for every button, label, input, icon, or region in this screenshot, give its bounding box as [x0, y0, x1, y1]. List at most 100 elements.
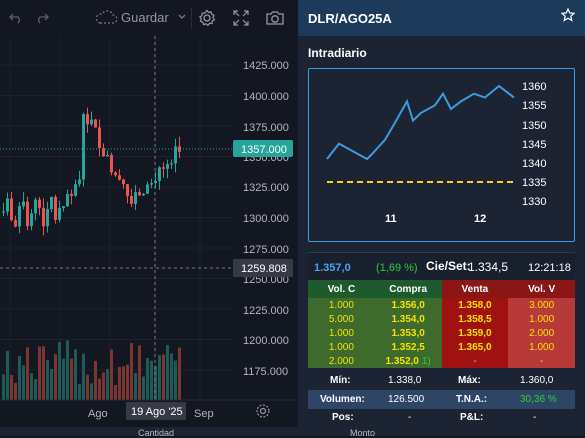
amount-label: Monto — [350, 428, 376, 438]
price-axis-label: 1325.000 — [243, 182, 289, 194]
chevron-down-icon — [178, 14, 186, 19]
price-axis-label: 1300.000 — [243, 213, 289, 225]
volume-bar — [114, 384, 117, 400]
price-chart[interactable]: 1425.000 1400.000 1375.000 1350.000 1325… — [0, 36, 298, 436]
toolbar-divider — [191, 8, 192, 28]
volume-bar — [70, 358, 73, 400]
candle-body — [66, 193, 69, 207]
candle-body — [90, 119, 93, 125]
volume-bar — [122, 366, 125, 400]
intraday-mini-chart[interactable]: 1360 1355 1350 1345 1340 1335 1330 11 12 — [308, 68, 575, 242]
candle-body — [118, 175, 121, 180]
order-entry-bar — [0, 427, 585, 436]
volume-bar — [102, 372, 105, 400]
camera-icon[interactable] — [265, 8, 285, 28]
candle-body — [82, 114, 85, 180]
instrument-panel: DLR/AGO25A Intradiario 1360 1355 1350 13… — [298, 0, 585, 436]
ask-price: 1.358,0 — [441, 298, 509, 312]
volume-bar — [14, 382, 17, 400]
volume-bar — [38, 346, 41, 400]
book-row[interactable]: 5.000 1.354,0 1.358,5 1.000 — [308, 312, 575, 326]
volume-bar — [130, 343, 133, 400]
volume-bar — [54, 354, 57, 400]
expand-icon[interactable] — [231, 8, 251, 28]
volume-bar — [178, 347, 181, 400]
candle-body — [106, 154, 109, 157]
candle-body — [38, 199, 41, 208]
volume-bar — [30, 373, 33, 400]
mini-y-label: 1360 — [522, 81, 546, 93]
candle-body — [178, 146, 181, 152]
bid-price: 1.352,0 — [385, 355, 419, 367]
candle-body — [142, 193, 145, 196]
candle-body — [14, 220, 17, 227]
redo-icon[interactable] — [32, 8, 52, 28]
ask-volume: - — [508, 354, 575, 368]
candle-body — [30, 213, 33, 227]
book-row[interactable]: 1.000 1.353,0 1.359,0 2.000 — [308, 326, 575, 340]
gear-icon[interactable] — [256, 404, 270, 418]
book-row[interactable]: 1.000 1.356,0 1.358,0 3.000 — [308, 298, 575, 312]
price-axis-label: 1175.000 — [243, 366, 288, 378]
candle-body — [58, 207, 61, 220]
ask-price: 1.359,0 — [441, 326, 509, 340]
gear-icon[interactable] — [197, 8, 217, 28]
candle-body — [74, 184, 77, 196]
bid-price: 1.356,0 — [374, 298, 442, 312]
candle-body — [54, 196, 57, 220]
candle-body — [174, 146, 177, 164]
volume-bar — [174, 360, 177, 400]
price-axis-label: 1375.000 — [243, 122, 289, 134]
candle-body — [146, 184, 149, 194]
book-row[interactable]: 2.000 1.352,0 1) - - — [308, 354, 575, 368]
volume-bar — [166, 345, 169, 400]
main-chart-area[interactable]: Guardar 1425.000 1400.000 1375.000 1350.… — [0, 0, 298, 436]
volume-bar — [42, 346, 45, 400]
ask-price: 1.365,0 — [441, 340, 509, 354]
instrument-title: DLR/AGO25A — [308, 11, 392, 26]
stats-row-volume: Volumen: 126.500 T.N.A.: 30,36 % — [308, 390, 575, 409]
bid-volume: 5.000 — [308, 312, 375, 326]
mini-y-label: 1335 — [522, 177, 546, 189]
tna-value: 30,36 % — [520, 394, 557, 405]
crosshair-price-tag-bg — [233, 259, 293, 277]
price-axis[interactable]: 1425.000 1400.000 1375.000 1350.000 1325… — [243, 60, 289, 378]
candle-body — [166, 164, 169, 169]
book-row[interactable]: 1.000 1.352,5 1.365,0 1.000 — [308, 340, 575, 354]
candle-body — [94, 119, 97, 128]
ask-volume: 1.000 — [508, 340, 575, 354]
volume-bar — [34, 379, 37, 400]
chart-toolbar: Guardar — [0, 0, 298, 36]
candle-body — [62, 206, 65, 208]
settle-label: Cie/Set: — [426, 259, 471, 273]
save-button[interactable]: Guardar — [94, 9, 187, 25]
last-price-tag: 1357.000 — [241, 144, 287, 156]
volume-bar — [50, 368, 53, 400]
volume-bar — [90, 383, 93, 400]
volume-bar — [142, 376, 145, 400]
candle-body — [22, 201, 25, 207]
volume-bar — [58, 341, 61, 400]
volume-bar — [22, 365, 25, 400]
candle-body — [2, 211, 5, 213]
volume-bar — [26, 347, 29, 400]
change-percent: (1,69 %) — [376, 262, 418, 274]
undo-icon[interactable] — [6, 8, 26, 28]
bid-volume: 1.000 — [308, 340, 375, 354]
time-axis-label: Ago — [88, 408, 108, 420]
pos-label: Pos: — [332, 412, 354, 423]
bid-volume: 2.000 — [308, 354, 375, 368]
bid-price: 1.352,5 — [374, 340, 442, 354]
candle-body — [46, 209, 49, 227]
ask-volume: 1.000 — [508, 312, 575, 326]
order-book: Vol. C Compra Venta Vol. V 1.000 1.356,0… — [308, 280, 575, 368]
min-value: 1.338,0 — [388, 375, 422, 386]
candle-body — [110, 154, 113, 173]
intraday-price-line — [326, 84, 515, 161]
price-axis-label: 1225.000 — [243, 305, 289, 317]
volume-bar — [2, 374, 5, 400]
last-price-tag-bg — [233, 140, 293, 157]
volume-bar — [98, 378, 101, 400]
bid-order-count: 1) — [421, 355, 431, 367]
star-icon[interactable] — [561, 8, 575, 22]
